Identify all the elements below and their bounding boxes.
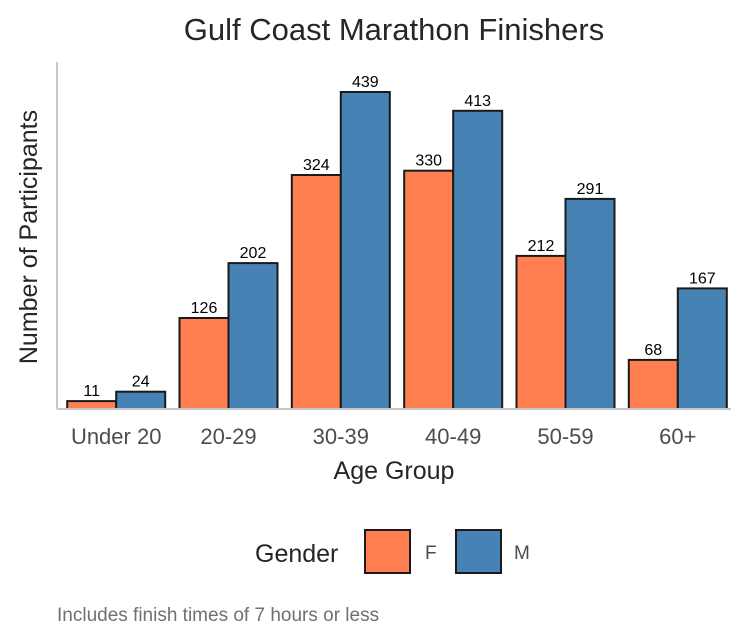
x-tick-label-20-29: 20-29 bbox=[200, 424, 256, 449]
legend-key-f bbox=[364, 529, 411, 574]
data-label-60-f: 68 bbox=[644, 342, 662, 359]
bar-50-59-f bbox=[515, 254, 567, 410]
x-tick-label-30-39: 30-39 bbox=[313, 424, 369, 449]
data-label-40-49-f: 330 bbox=[415, 153, 442, 170]
chart-title: Gulf Coast Marathon Finishers bbox=[184, 12, 604, 47]
x-tick-label-under-20: Under 20 bbox=[71, 424, 162, 449]
legend-key-m bbox=[455, 529, 502, 574]
chart-caption: Includes finish times of 7 hours or less bbox=[57, 605, 379, 626]
bar-20-29-f bbox=[178, 317, 230, 410]
bars-group bbox=[66, 91, 728, 411]
data-label-20-29-f: 126 bbox=[191, 300, 218, 317]
bar-60-m bbox=[676, 287, 728, 410]
bar-under-20-m bbox=[115, 390, 167, 411]
x-tick-label-60: 60+ bbox=[659, 424, 696, 449]
bar-30-39-m bbox=[339, 91, 391, 410]
data-label-under-20-f: 11 bbox=[83, 383, 100, 400]
bar-60-f bbox=[627, 358, 679, 410]
x-tick-labels: Under 20 20-29 30-39 40-49 50-59 60+ bbox=[71, 424, 697, 449]
data-label-30-39-m: 439 bbox=[352, 74, 379, 91]
y-axis-title: Number of Participants bbox=[15, 110, 43, 364]
x-axis-title: Age Group bbox=[334, 457, 455, 485]
data-label-under-20-m: 24 bbox=[132, 374, 150, 391]
data-label-40-49-m: 413 bbox=[464, 93, 491, 110]
legend: Gender F M bbox=[255, 529, 530, 574]
plot-area: 11 24 126 202 324 439 330 413 212 291 68 167 Under … bbox=[56, 62, 731, 449]
legend-label-m: M bbox=[514, 543, 530, 564]
data-labels-group: 11 24 126 202 324 439 330 413 212 291 68 167 bbox=[83, 74, 715, 400]
x-tick-label-50-59: 50-59 bbox=[537, 424, 593, 449]
bar-30-39-f bbox=[290, 174, 342, 410]
data-label-60-m: 167 bbox=[689, 270, 716, 287]
data-label-20-29-m: 202 bbox=[240, 245, 267, 262]
legend-label-f: F bbox=[425, 543, 437, 564]
bar-40-49-f bbox=[403, 169, 455, 410]
bar-50-59-m bbox=[564, 197, 616, 410]
bar-20-29-m bbox=[227, 262, 279, 410]
data-label-30-39-f: 324 bbox=[303, 157, 330, 174]
bar-under-20-f bbox=[66, 400, 118, 411]
x-tick-label-40-49: 40-49 bbox=[425, 424, 481, 449]
data-label-50-59-m: 291 bbox=[577, 181, 604, 198]
data-label-50-59-f: 212 bbox=[528, 238, 555, 255]
legend-title: Gender bbox=[255, 540, 338, 568]
bar-40-49-m bbox=[452, 109, 504, 411]
